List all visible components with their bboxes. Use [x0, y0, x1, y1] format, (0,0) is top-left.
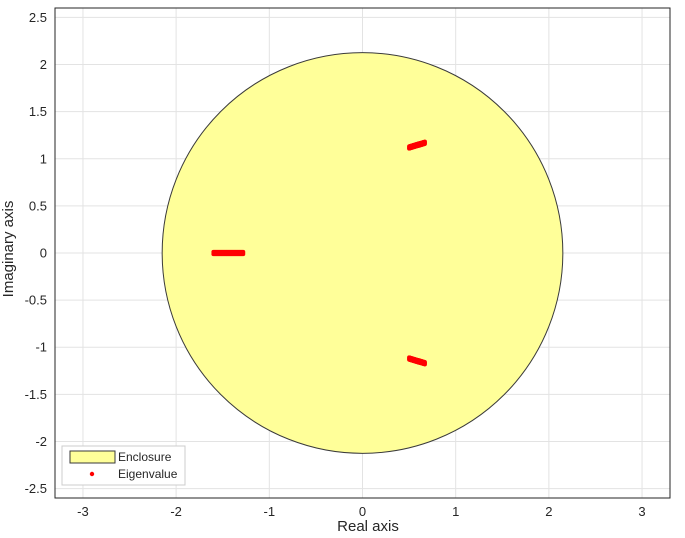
y-tick-label: -1: [35, 340, 47, 355]
x-axis-label: Real axis: [337, 518, 399, 535]
enclosure-circle: [161, 52, 564, 454]
x-tick-label: 1: [452, 504, 459, 519]
y-tick-label: -1.5: [25, 387, 47, 402]
legend-enclosure-label: Enclosure: [118, 450, 172, 464]
x-tick-labels: -3 -2 -1 0 1 2 3: [77, 504, 645, 519]
eigenvalue-series: [211, 139, 427, 367]
x-tick-label: -1: [264, 504, 276, 519]
legend: Enclosure Eigenvalue: [61, 445, 186, 486]
legend-eigenvalue-marker: [89, 471, 95, 477]
y-tick-label: -2: [35, 434, 47, 449]
x-tick-label: -3: [77, 504, 89, 519]
legend-eigenvalue-label: Eigenvalue: [118, 467, 178, 481]
x-tick-label: 2: [545, 504, 552, 519]
eigenvalue-point: [422, 360, 427, 365]
y-tick-labels: -2.5 -2 -1.5 -1 -0.5 0 0.5 1 1.5 2 2.5: [25, 10, 47, 496]
y-tick-label: 1.5: [29, 104, 47, 119]
x-tick-label: 3: [638, 504, 645, 519]
y-tick-label: 2.5: [29, 10, 47, 25]
eigenvalue-point: [241, 249, 246, 254]
y-tick-label: 2: [40, 57, 47, 72]
y-tick-label: -0.5: [25, 293, 47, 308]
x-tick-label: -2: [170, 504, 182, 519]
eigenvalue-point: [422, 139, 427, 144]
x-tick-label: 0: [359, 504, 366, 519]
y-tick-label: 1: [40, 151, 47, 166]
axes-frame: [54, 7, 671, 499]
y-tick-label: 0: [40, 246, 47, 261]
y-axis-label: Imaginary axis: [0, 201, 17, 298]
y-tick-label: 0.5: [29, 198, 47, 213]
y-tick-label: -2.5: [25, 481, 47, 496]
legend-enclosure-swatch: [69, 450, 116, 464]
